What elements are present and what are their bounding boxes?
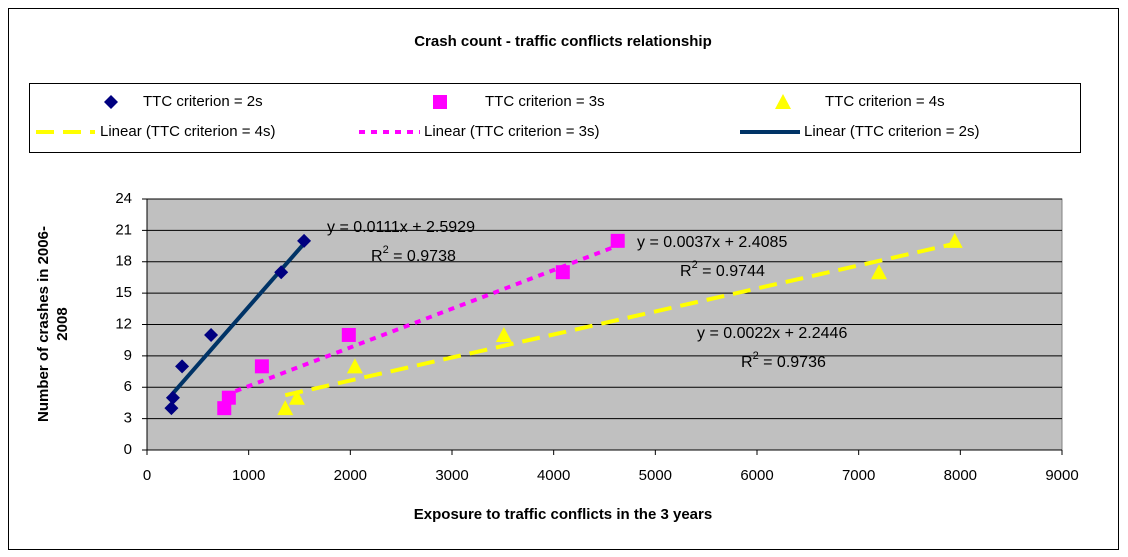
x-tick-label: 9000 [1045, 467, 1078, 484]
y-axis-title: Number of crashes in 2006- [35, 226, 52, 422]
marker [254, 359, 269, 374]
r-squared-sup: 2 [753, 350, 759, 362]
chart-title: Crash count - traffic conflicts relation… [414, 33, 712, 50]
r-squared-base: R [371, 248, 383, 265]
legend-label: TTC criterion = 2s [143, 93, 263, 110]
marker [495, 326, 512, 342]
r-squared-sup: 2 [692, 259, 698, 271]
legend-box [29, 83, 1081, 153]
y-tick-label: 3 [124, 410, 132, 427]
y-tick-label: 15 [115, 284, 132, 301]
marker [175, 359, 190, 374]
marker [164, 401, 179, 416]
y-tick-label: 6 [124, 378, 132, 395]
marker [297, 233, 312, 248]
r-squared: R2 = 0.9736 [741, 350, 826, 371]
x-tick-label: 8000 [944, 467, 977, 484]
legend-marker [433, 95, 447, 109]
r-squared-sup: 2 [383, 244, 389, 256]
marker [277, 400, 294, 416]
y-tick-label: 18 [115, 253, 132, 270]
r-squared-base: R [680, 263, 692, 280]
legend-marker [104, 95, 118, 109]
marker [946, 232, 963, 248]
y-tick-label: 0 [124, 441, 132, 458]
legend-label: Linear (TTC criterion = 2s) [804, 123, 979, 140]
legend-label: TTC criterion = 3s [485, 93, 605, 110]
marker [221, 390, 236, 405]
marker [165, 390, 180, 405]
y-axis-title: 2008 [54, 307, 71, 340]
legend-marker [775, 94, 791, 109]
legend-label: Linear (TTC criterion = 4s) [100, 123, 275, 140]
x-tick-label: 5000 [639, 467, 672, 484]
r-squared-value: = 0.9736 [759, 354, 826, 371]
x-tick-label: 7000 [842, 467, 875, 484]
marker [346, 358, 363, 374]
marker [288, 389, 305, 405]
r-squared-value: = 0.9738 [389, 248, 456, 265]
marker [555, 265, 570, 280]
marker [871, 264, 887, 280]
marker [341, 327, 356, 342]
y-tick-label: 24 [115, 190, 132, 207]
r-squared: R2 = 0.9738 [371, 244, 456, 265]
legend-label: TTC criterion = 4s [825, 93, 945, 110]
x-axis-title: Exposure to traffic conflicts in the 3 y… [414, 506, 712, 523]
r-squared: R2 = 0.9744 [680, 259, 765, 280]
x-tick-label: 6000 [740, 467, 773, 484]
trendline-equation: y = 0.0022x + 2.2446 [697, 325, 847, 342]
trendline [223, 243, 619, 398]
y-tick-label: 12 [115, 315, 132, 332]
x-tick-label: 3000 [435, 467, 468, 484]
r-squared-base: R [741, 354, 753, 371]
marker [610, 233, 625, 248]
trendline [284, 241, 956, 398]
x-tick-label: 1000 [232, 467, 265, 484]
legend-label: Linear (TTC criterion = 3s) [424, 123, 599, 140]
y-tick-label: 9 [124, 347, 132, 364]
x-tick-label: 0 [143, 467, 151, 484]
trendline-equation: y = 0.0111x + 2.5929 [327, 219, 475, 236]
r-squared-value: = 0.9744 [698, 263, 765, 280]
marker [274, 265, 289, 280]
y-tick-label: 21 [115, 221, 132, 238]
marker [204, 327, 219, 342]
trendline-equation: y = 0.0037x + 2.4085 [637, 234, 787, 251]
x-tick-label: 2000 [334, 467, 367, 484]
x-tick-label: 4000 [537, 467, 570, 484]
